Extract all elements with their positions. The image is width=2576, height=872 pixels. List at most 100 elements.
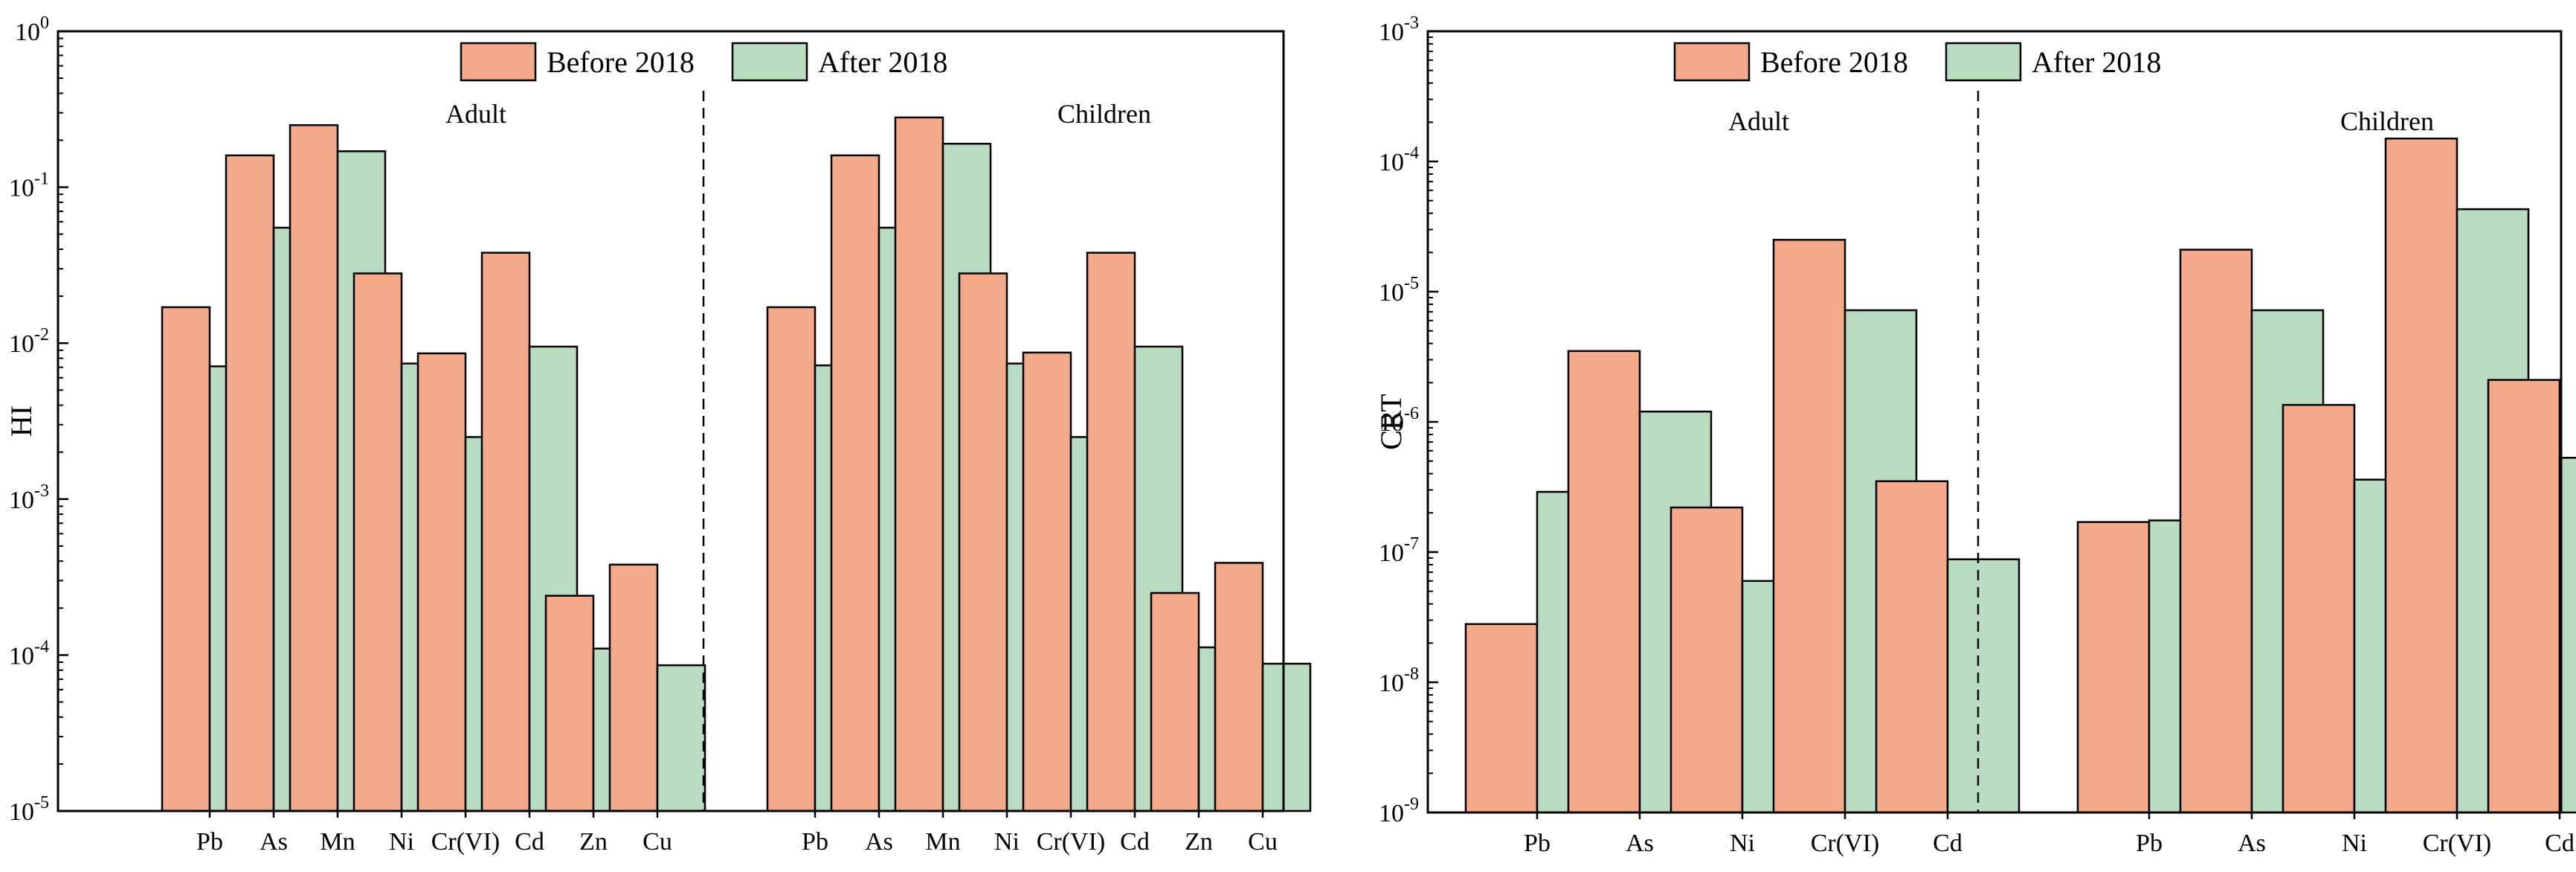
x-tick-label: Cr(VI) (2423, 830, 2492, 857)
x-tick-label: Cr(VI) (431, 828, 500, 856)
bar-before-children-cd (2487, 379, 2561, 814)
y-tick-label: 10-6 (1379, 404, 1419, 437)
x-tick-label: Cd (2545, 830, 2575, 857)
y-tick-label: 10-2 (9, 325, 49, 358)
y-axis-title: CRT (1374, 394, 1408, 449)
crt-chart: Pb As Ni Cr(VI) Cd Adult Pb As Ni Cr(VI) Cd Childre… (1374, 13, 2576, 857)
x-tick-label: Cr(VI) (1811, 830, 1880, 857)
y-tick-exponent: -1 (34, 170, 49, 189)
hi-chart: Pb As Mn Ni Cr(VI) Cd Zn Cu Adult Pb As Mn Ni Cr(VI) C… (4, 13, 1312, 856)
x-tick-label: Cu (1248, 828, 1278, 856)
y-tick-exponent: -4 (1404, 144, 1419, 163)
x-tick-label: Cd (515, 828, 544, 856)
bar-before-children-as (2179, 249, 2253, 814)
y-tick-exponent: -5 (1404, 274, 1419, 293)
y-tick-exponent: -5 (34, 793, 49, 812)
y-tick-exponent: -8 (1404, 664, 1419, 684)
x-tick-label: Mn (320, 828, 355, 856)
x-tick-label: As (865, 828, 893, 856)
bar-before-children-crvi (2384, 137, 2459, 814)
x-tick-label: Ni (1730, 830, 1755, 857)
legend-swatch-before (460, 42, 537, 82)
bar-before-adult-as (225, 154, 275, 812)
x-tick-label: Pb (802, 828, 828, 856)
y-axis-title: HI (4, 405, 38, 437)
y-tick-label: 10-4 (1379, 144, 1419, 176)
x-tick-label: Zn (1185, 828, 1213, 856)
x-tick-label: Pb (2136, 830, 2163, 857)
x-tick-label: Pb (1524, 830, 1551, 857)
x-tick-label: Mn (925, 828, 960, 856)
x-tick-label: Cr(VI) (1037, 828, 1106, 856)
bar-after-adult-cu (656, 664, 706, 812)
y-tick-base: 10 (9, 642, 34, 670)
y-tick-base: 10 (1379, 670, 1404, 697)
y-tick-base: 10 (1379, 409, 1404, 437)
bar-before-children-pb (766, 306, 817, 812)
legend-label-before: Before 2018 (1760, 45, 1908, 79)
y-tick-exponent: -9 (1404, 795, 1419, 814)
group-label: Adult (445, 99, 506, 129)
bar-before-adult-pb (161, 306, 211, 812)
bar-before-adult-ni (1669, 506, 1744, 814)
bar-before-children-ni (958, 272, 1008, 812)
legend-label-after: After 2018 (2032, 45, 2161, 79)
y-tick-label: 10-5 (1379, 274, 1419, 307)
group-label: Adult (1728, 106, 1789, 136)
legend-swatch-after (1945, 42, 2022, 82)
y-tick-label: 100 (15, 13, 49, 46)
x-tick-label: Ni (2342, 830, 2367, 857)
y-tick-base: 10 (1379, 800, 1404, 827)
y-tick-base: 10 (1379, 279, 1404, 307)
y-tick-base: 10 (1379, 19, 1404, 46)
bar-after-children-cd (2558, 457, 2576, 814)
bar-before-adult-crvi (1772, 239, 1846, 814)
legend-label-before: Before 2018 (547, 45, 695, 79)
y-tick-base: 10 (9, 330, 34, 358)
x-tick-label: Zn (579, 828, 608, 856)
bar-after-children-cu (1261, 662, 1312, 812)
y-tick-label: 10-1 (9, 170, 49, 202)
y-tick-exponent: -3 (34, 481, 49, 501)
bar-before-children-zn (1150, 592, 1200, 812)
bar-before-children-pb (2076, 521, 2151, 814)
x-tick-label: As (260, 828, 288, 856)
y-tick-base: 10 (9, 798, 34, 826)
y-tick-base: 10 (9, 175, 34, 202)
y-tick-label: 10-4 (9, 637, 49, 670)
bar-before-adult-cu (608, 563, 659, 812)
y-tick-label: 10-3 (9, 481, 49, 514)
bar-before-adult-zn (544, 594, 595, 812)
x-tick-label: Ni (389, 828, 414, 856)
y-tick-label: 10-3 (1379, 13, 1419, 46)
x-tick-label: Cd (1933, 830, 1962, 857)
y-tick-exponent: -7 (1404, 534, 1419, 554)
bar-before-children-cd (1086, 251, 1136, 812)
bar-before-children-ni (2282, 403, 2356, 814)
y-tick-exponent: -3 (1404, 13, 1419, 33)
bar-before-adult-cd (480, 251, 531, 812)
bar-before-adult-crvi (416, 352, 467, 812)
bar-before-adult-mn (289, 124, 339, 812)
bar-before-children-crvi (1022, 351, 1072, 812)
legend: Before 2018 After 2018 (1673, 42, 2161, 82)
bar-before-adult-cd (1875, 480, 1949, 814)
x-tick-label: As (1626, 830, 1654, 857)
y-tick-label: 10-7 (1379, 534, 1419, 567)
y-tick-exponent: -4 (34, 637, 49, 656)
y-tick-base: 10 (9, 487, 34, 514)
group-label: Children (2340, 106, 2434, 136)
y-tick-base: 10 (1379, 149, 1404, 176)
y-tick-exponent: 0 (40, 13, 49, 33)
y-tick-exponent: -2 (34, 325, 49, 344)
legend-swatch-before (1673, 42, 1751, 82)
bar-after-adult-cd (1946, 558, 2020, 814)
bar-before-adult-pb (1464, 623, 1539, 814)
bar-before-children-cu (1214, 562, 1264, 812)
bar-before-children-as (830, 154, 880, 812)
group-label: Children (1057, 99, 1151, 129)
y-tick-label: 10-5 (9, 793, 49, 826)
legend-label-after: After 2018 (818, 45, 947, 79)
x-tick-label: Pb (196, 828, 223, 856)
